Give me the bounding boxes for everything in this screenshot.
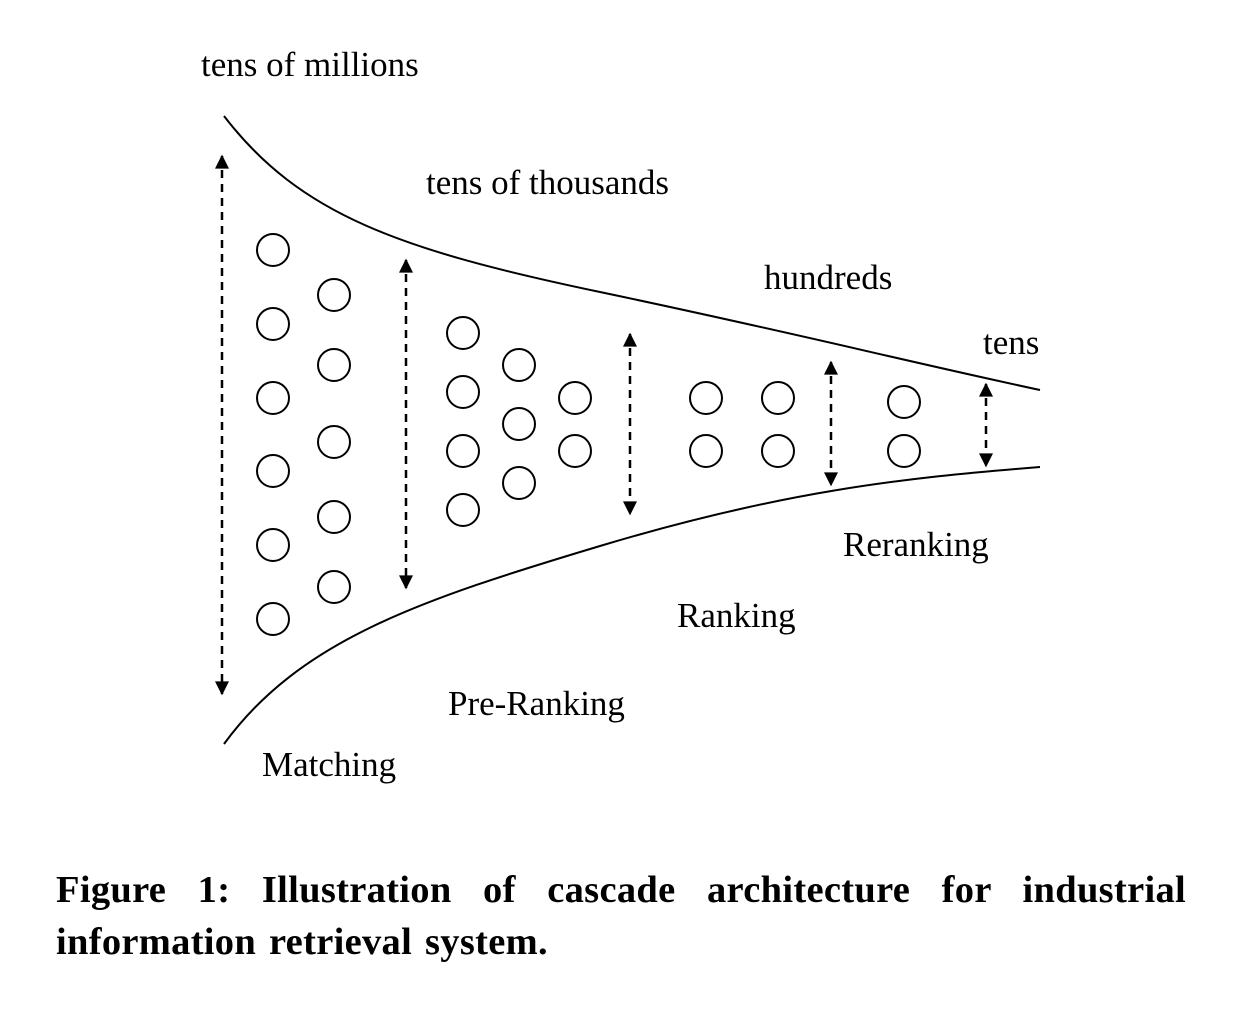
item-circle <box>256 454 290 488</box>
item-circle <box>761 434 795 468</box>
item-circle <box>317 500 351 534</box>
stage-label-reranking: Reranking <box>843 525 989 564</box>
item-circle <box>256 528 290 562</box>
item-circle <box>558 381 592 415</box>
item-circle <box>256 381 290 415</box>
item-circle <box>256 602 290 636</box>
item-circle <box>256 307 290 341</box>
funnel-bottom-curve <box>223 466 1041 745</box>
funnel-top-curve <box>223 115 1041 391</box>
item-circle <box>502 407 536 441</box>
item-circle <box>256 233 290 267</box>
stage-label-pre-ranking: Pre-Ranking <box>448 684 625 723</box>
item-circle <box>689 434 723 468</box>
item-circle <box>317 348 351 382</box>
stage-label-matching: Matching <box>262 745 396 784</box>
item-circle <box>446 493 480 527</box>
item-circle <box>446 434 480 468</box>
label-tens: tens <box>983 323 1039 362</box>
stage-label-ranking: Ranking <box>677 596 796 635</box>
label-hundreds: hundreds <box>764 258 892 297</box>
item-circle <box>558 434 592 468</box>
item-circle <box>502 466 536 500</box>
label-tens-of-thousands: tens of thousands <box>426 163 669 202</box>
item-circle <box>317 278 351 312</box>
cascade-funnel-diagram: tens of millions tens of thousands hundr… <box>201 45 1041 784</box>
reranking-items <box>887 385 921 468</box>
item-circle <box>317 425 351 459</box>
item-circle <box>689 381 723 415</box>
label-tens-of-millions: tens of millions <box>201 45 419 84</box>
pre-ranking-items <box>446 316 592 527</box>
item-circle <box>887 385 921 419</box>
item-circle <box>502 348 536 382</box>
item-circle <box>446 375 480 409</box>
item-circle <box>761 381 795 415</box>
matching-items <box>256 233 351 636</box>
item-circle <box>317 570 351 604</box>
ranking-items <box>689 381 795 468</box>
figure-caption: Figure 1: Illustration of cascade archit… <box>56 869 1186 963</box>
item-circle <box>446 316 480 350</box>
item-circle <box>887 434 921 468</box>
